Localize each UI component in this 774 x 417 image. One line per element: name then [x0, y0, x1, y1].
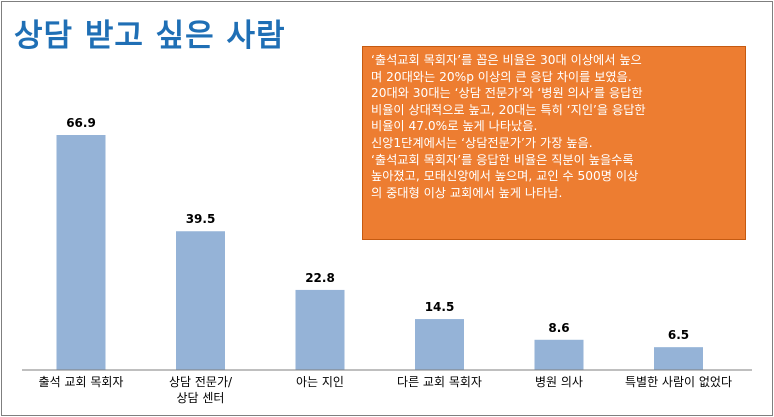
category-label: 특별한 사람이 없었다	[625, 375, 732, 389]
data-label: 14.5	[425, 300, 455, 314]
note-line: 신앙1단계에서는 ‘상담전문가’가 가장 높음.	[371, 135, 593, 150]
chart-bar	[176, 231, 225, 370]
category-label: 병원 의사	[535, 375, 583, 389]
page-title: 상담 받고 싶은 사람	[14, 18, 286, 54]
note-line: 의 중대형 이상 교회에서 높게 나타남.	[371, 185, 563, 200]
data-label: 8.6	[548, 321, 569, 335]
category-label: 상담 센터	[177, 391, 225, 405]
note-line: 비율이 상대적으로 높고, 20대는 특히 ‘지인’을 응답한	[371, 102, 646, 117]
note-line: 20대와 30대는 ‘상담 전문가’와 ‘병원 의사’를 응답한	[371, 86, 643, 101]
category-label: 출석 교회 목회자	[39, 375, 124, 389]
note-line: ‘출석교회 목회자’를 꼽은 비율은 30대 이상에서 높으	[371, 53, 642, 67]
data-label: 39.5	[186, 212, 216, 226]
data-label: 66.9	[66, 116, 96, 130]
note-line: 비율이 47.0%로 높게 나타났음.	[371, 119, 538, 134]
note-line: 며 20대와는 20%p 이상의 큰 응답 차이를 보였음.	[371, 69, 632, 84]
data-label: 6.5	[668, 328, 689, 342]
category-label: 다른 교회 목회자	[397, 375, 482, 389]
category-label: 상담 전문가/	[169, 375, 233, 389]
chart-bar	[654, 347, 703, 370]
note-line: ‘출석교회 목회자’를 응답한 비율은 직분이 높을수록	[371, 152, 634, 167]
category-label: 아는 지인	[296, 375, 344, 389]
summary-note-box: ‘출석교회 목회자’를 꼽은 비율은 30대 이상에서 높으 며 20대와는 2…	[362, 46, 746, 240]
chart-bar	[56, 135, 106, 370]
chart-bar	[534, 339, 584, 370]
data-label: 22.8	[305, 271, 335, 285]
chart-bar	[295, 289, 345, 370]
chart-bar	[415, 319, 464, 370]
note-line: 높아졌고, 모태신앙에서 높으며, 교인 수 500명 이상	[371, 169, 639, 184]
